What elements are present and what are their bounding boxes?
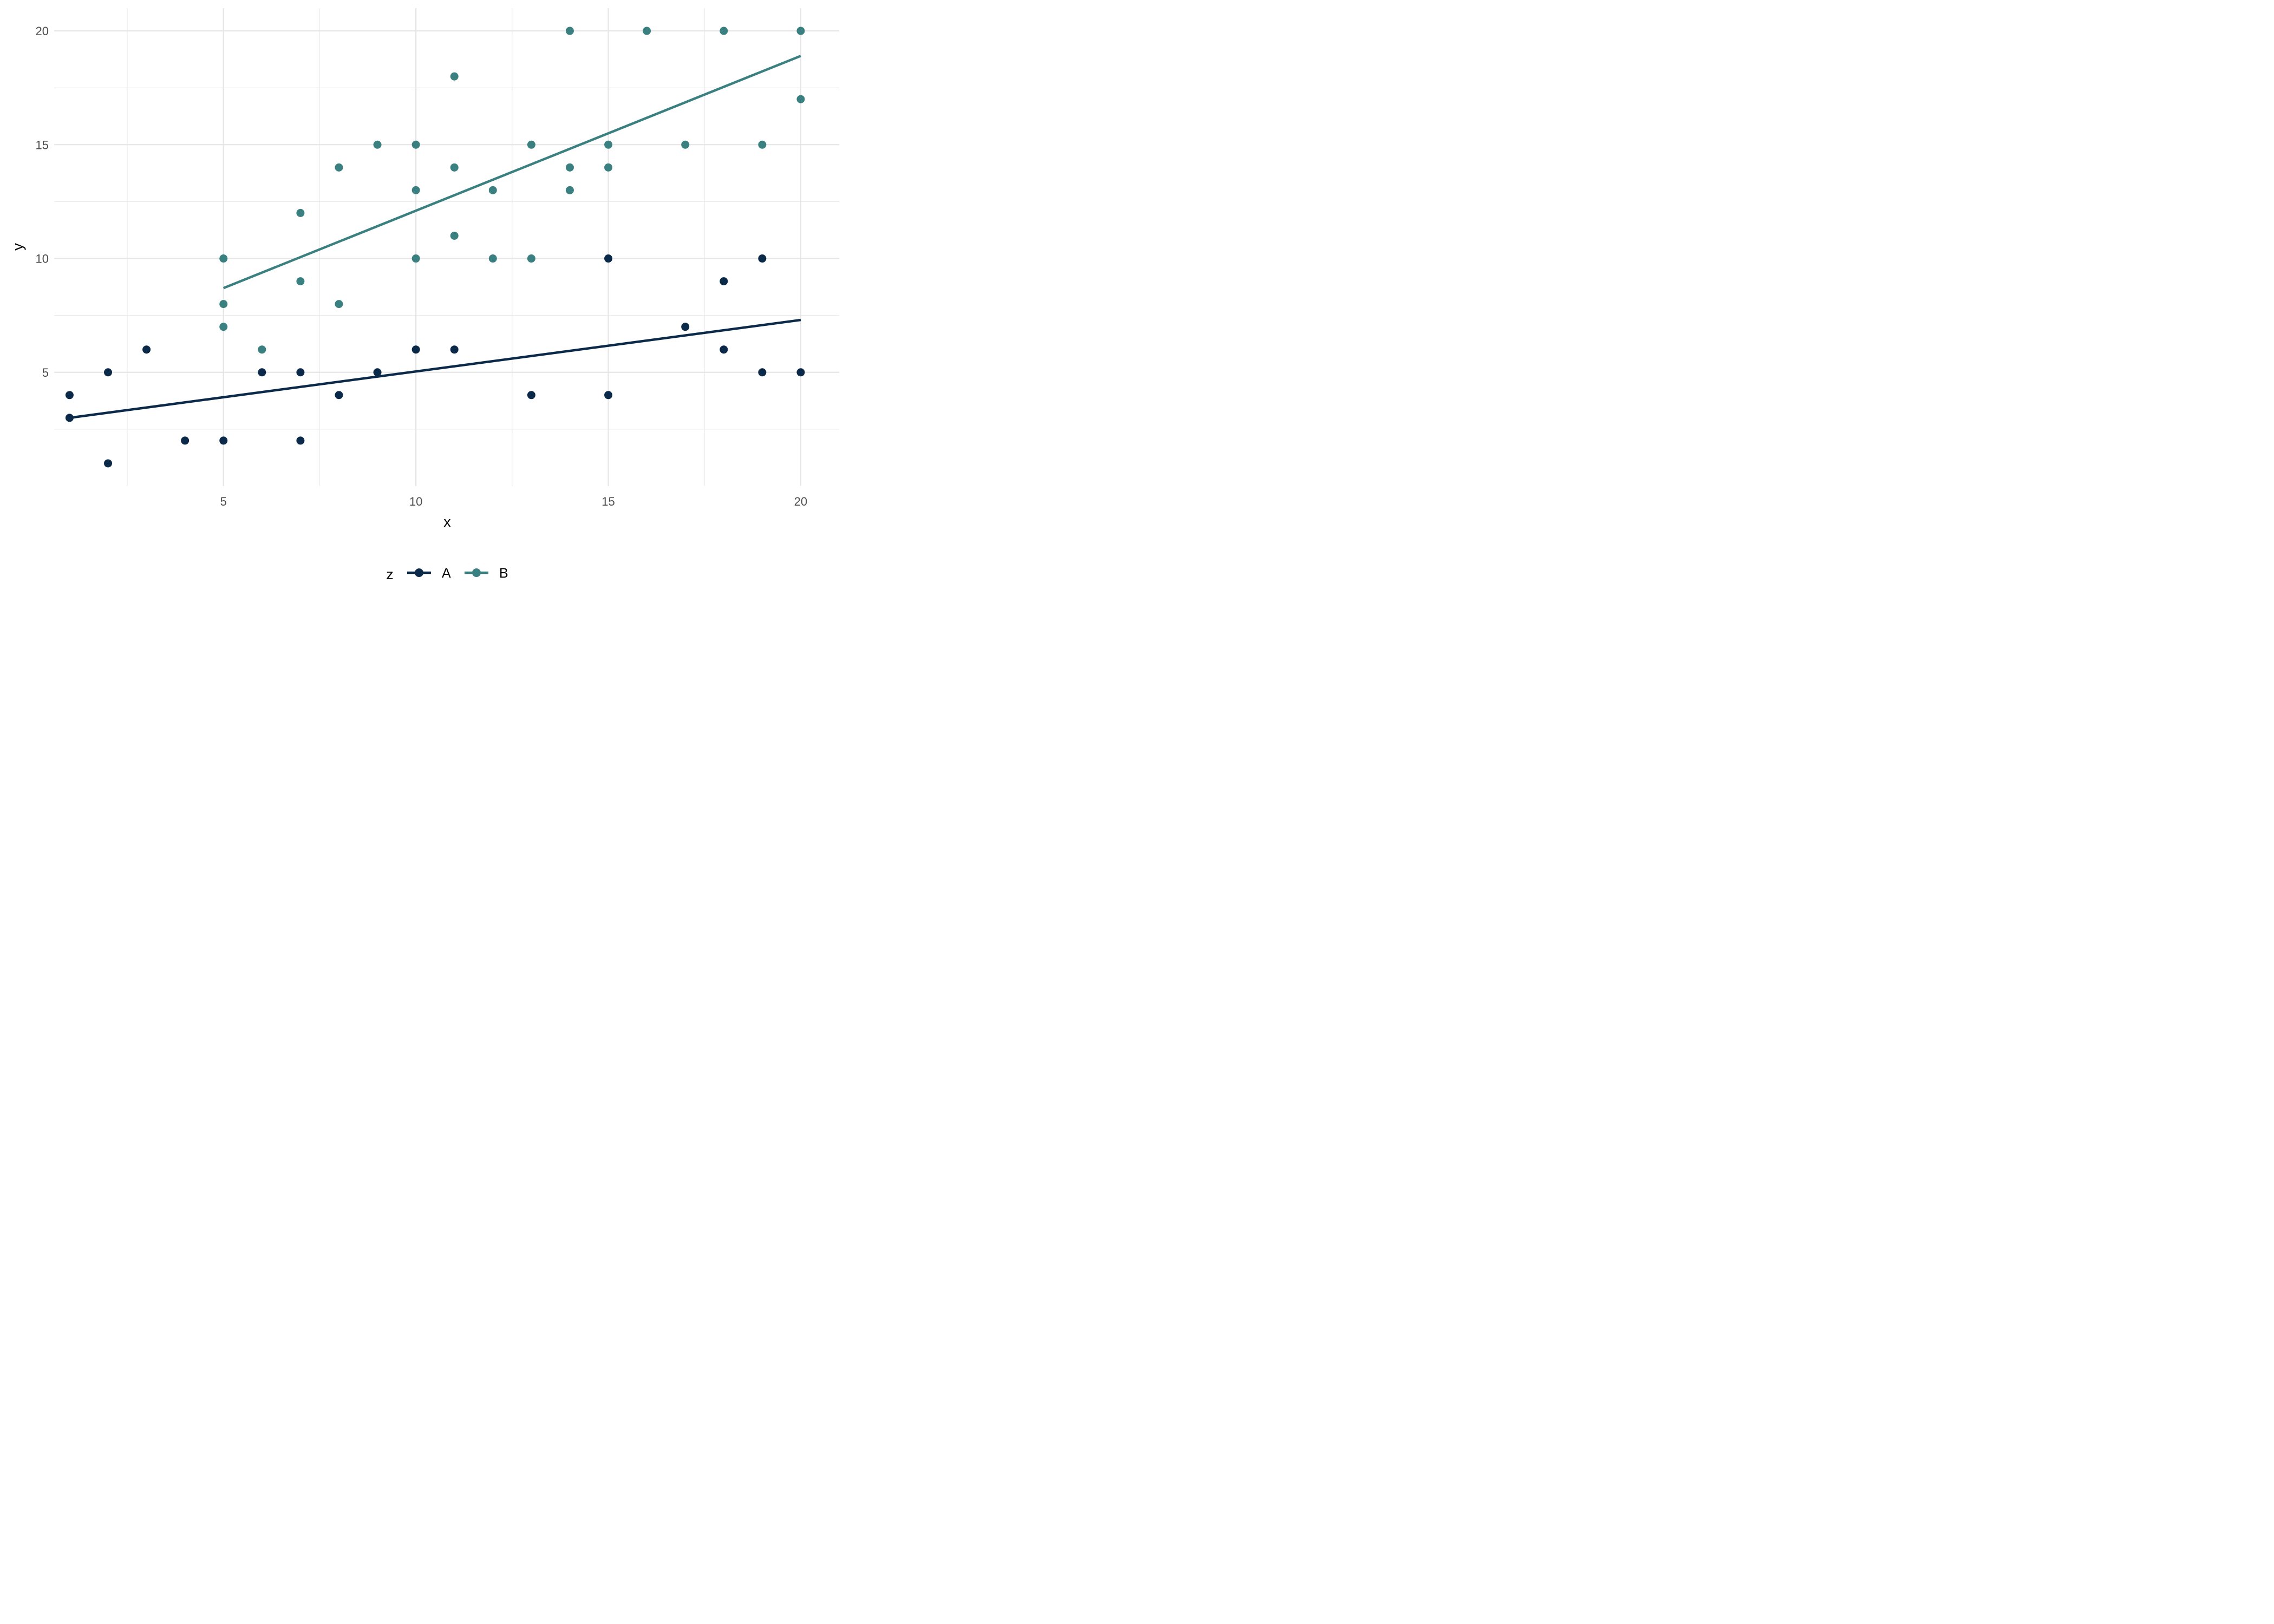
point-a	[720, 277, 728, 286]
point-b	[527, 140, 535, 149]
point-b	[565, 163, 574, 172]
y-axis-tick-labels: 5 10 15 20	[36, 24, 49, 379]
point-b	[450, 72, 459, 81]
point-b	[796, 95, 805, 103]
point-b	[488, 254, 497, 263]
point-a	[720, 345, 728, 354]
legend-title: z	[386, 566, 394, 582]
point-b	[565, 186, 574, 194]
point-a	[258, 368, 266, 377]
point-b	[450, 231, 459, 240]
point-a	[758, 368, 767, 377]
fit-line-b	[223, 55, 801, 290]
point-b	[527, 254, 535, 263]
point-a	[296, 368, 305, 377]
y-tick-label: 5	[42, 366, 49, 379]
point-a	[104, 368, 113, 377]
point-b	[296, 208, 305, 217]
point-a	[104, 459, 113, 468]
point-a	[296, 436, 305, 445]
point-b	[335, 300, 343, 309]
point-b	[450, 163, 459, 172]
point-a	[758, 254, 767, 263]
regression-lines	[69, 55, 801, 420]
point-b	[681, 140, 690, 149]
point-b	[411, 140, 420, 149]
fit-line-a	[69, 318, 801, 420]
legend-label-a: A	[442, 566, 451, 581]
scatter-chart: 5 10 15 20 5 10 15 20 x y z A B	[10, 8, 839, 582]
point-b	[296, 277, 305, 286]
point-b	[411, 254, 420, 263]
y-tick-label: 10	[36, 252, 49, 266]
point-a	[411, 345, 420, 354]
legend-key-point-a	[415, 568, 423, 577]
point-a	[796, 368, 805, 377]
point-b	[604, 163, 613, 172]
point-a	[142, 345, 151, 354]
point-b	[219, 300, 228, 309]
point-b	[565, 27, 574, 35]
point-b	[411, 186, 420, 194]
data-points	[65, 27, 805, 468]
x-axis-title: x	[443, 514, 451, 530]
point-b	[219, 254, 228, 263]
x-tick-label: 5	[220, 495, 227, 508]
point-a	[604, 391, 613, 400]
point-a	[604, 254, 613, 263]
major-gridlines	[54, 8, 839, 486]
point-b	[373, 140, 382, 149]
point-b	[258, 345, 266, 354]
point-b	[604, 140, 613, 149]
point-b	[488, 186, 497, 194]
point-b	[758, 140, 767, 149]
y-tick-label: 15	[36, 138, 49, 152]
point-a	[335, 391, 343, 400]
point-b	[796, 27, 805, 35]
point-a	[219, 436, 228, 445]
minor-gridlines	[54, 8, 839, 486]
legend-key-point-b	[472, 568, 481, 577]
x-tick-label: 20	[794, 495, 807, 508]
point-b	[335, 163, 343, 172]
point-b	[643, 27, 651, 35]
point-a	[681, 323, 690, 331]
point-a	[65, 414, 74, 422]
y-axis-title: y	[10, 243, 26, 251]
legend-label-b: B	[499, 566, 508, 581]
point-a	[527, 391, 535, 400]
point-a	[181, 436, 190, 445]
point-a	[450, 345, 459, 354]
point-a	[65, 391, 74, 400]
x-tick-label: 10	[409, 495, 422, 508]
point-a	[373, 368, 382, 377]
point-b	[720, 27, 728, 35]
y-tick-label: 20	[36, 24, 49, 38]
point-b	[219, 323, 228, 331]
x-tick-label: 15	[602, 495, 615, 508]
x-axis-tick-labels: 5 10 15 20	[220, 495, 808, 508]
